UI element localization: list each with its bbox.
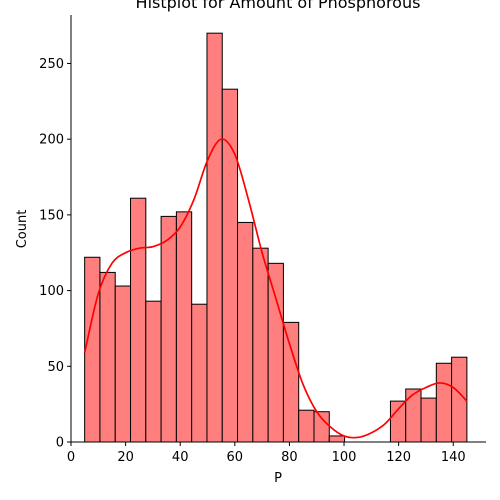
x-tick-label: 60 <box>227 450 244 465</box>
x-tick-label: 120 <box>386 450 411 465</box>
histogram-bar-8 <box>206 32 223 443</box>
histogram-bar-22 <box>420 397 437 443</box>
histogram-bar-0 <box>84 256 101 443</box>
x-tick-label: 100 <box>332 450 357 465</box>
histogram-bar-6 <box>175 211 193 443</box>
y-ticks-group: 0 50 100 150 200 250 <box>39 57 71 451</box>
histogram-bar-16 <box>328 435 346 443</box>
histogram-bar-23 <box>435 362 453 443</box>
histogram-bar-3 <box>130 197 147 443</box>
y-tick-label: 150 <box>39 208 64 223</box>
x-tick-label: 80 <box>281 450 298 465</box>
histogram-bar-2 <box>114 285 132 443</box>
kde-curve <box>83 138 468 439</box>
y-tick-label: 50 <box>47 360 64 375</box>
y-tick-label: 0 <box>56 436 64 451</box>
histogram-bar-15 <box>313 411 330 443</box>
histogram-bar-13 <box>282 321 300 443</box>
x-tick-label: 140 <box>441 450 466 465</box>
x-tick-label: 20 <box>117 450 134 465</box>
histogram-bar-14 <box>298 409 315 443</box>
histogram-bar-5 <box>160 215 177 443</box>
histogram-bar-21 <box>405 388 422 443</box>
x-tick-label: 0 <box>67 450 75 465</box>
y-tick-label: 250 <box>39 57 64 72</box>
histogram-bar-9 <box>221 88 239 443</box>
histogram-bar-11 <box>252 247 269 443</box>
y-tick-label: 100 <box>39 284 64 299</box>
chart-title: Histplot for Amount of Phosphorous <box>136 0 421 12</box>
x-tick-label: 40 <box>172 450 189 465</box>
histogram-bar-10 <box>237 221 254 443</box>
bars-group <box>84 32 468 443</box>
histogram-bar-4 <box>145 300 162 443</box>
histogram-bar-7 <box>191 303 208 443</box>
histogram-bar-12 <box>267 262 284 443</box>
x-axis-label: P <box>274 471 282 486</box>
x-ticks-group: 0 20 40 60 80 100 120 140 <box>67 442 466 465</box>
histogram-bar-1 <box>99 271 116 443</box>
y-tick-label: 200 <box>39 133 64 148</box>
y-axis-label: Count <box>15 210 30 249</box>
histogram-bar-20 <box>389 400 407 443</box>
